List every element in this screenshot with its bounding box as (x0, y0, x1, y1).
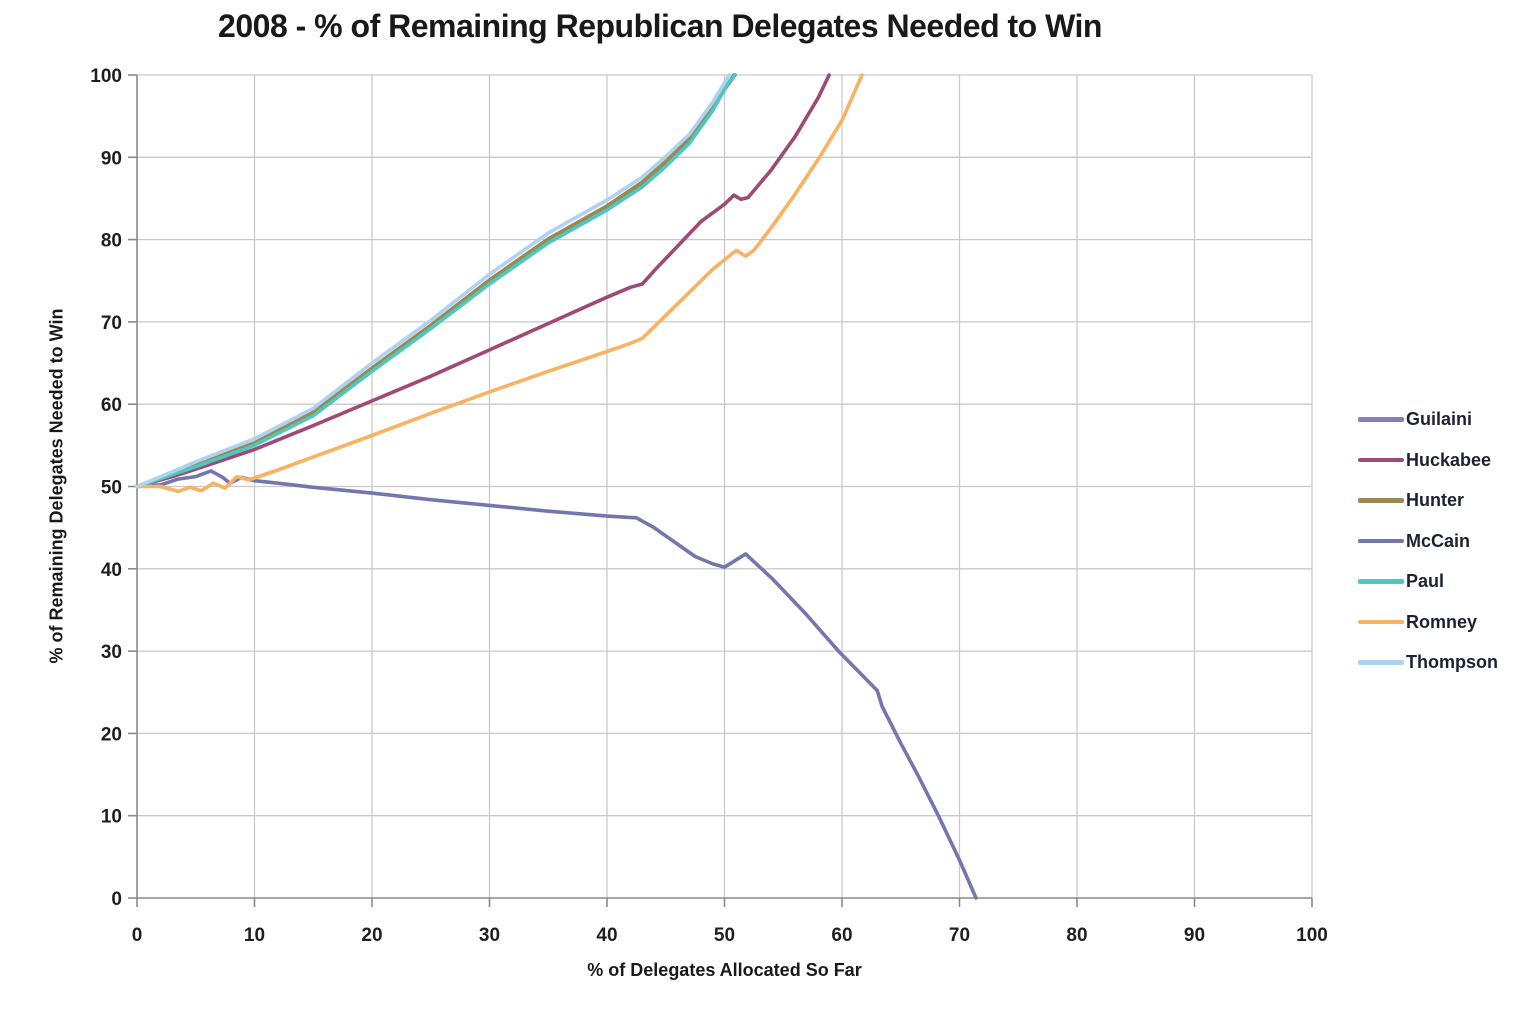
legend-item-paul: Paul (1358, 561, 1498, 602)
y-tick-label: 30 (101, 642, 122, 663)
legend: Guilaini Huckabee Hunter McCain Paul Romney Th… (1358, 399, 1498, 683)
legend-item-hunter: Hunter (1358, 480, 1498, 521)
legend-label: Paul (1406, 571, 1445, 592)
x-tick-label: 100 (1296, 925, 1328, 946)
series-line-paul (135, 73, 737, 489)
series-line-thompson (135, 73, 731, 489)
y-tick-label: 20 (101, 724, 122, 745)
legend-swatch-thompson (1358, 660, 1404, 665)
legend-swatch-paul (1358, 579, 1404, 584)
y-tick-label: 80 (101, 231, 122, 252)
y-tick-label: 0 (111, 889, 122, 910)
series-line-mccain (135, 469, 978, 900)
x-axis-title: % of Delegates Allocated So Far (587, 960, 862, 980)
legend-swatch-romney (1358, 619, 1404, 624)
legend-item-huckabee: Huckabee (1358, 440, 1498, 481)
x-tick-label: 80 (1066, 925, 1087, 946)
chart-title: 2008 - % of Remaining Republican Delegat… (218, 8, 1102, 44)
x-tick-label: 70 (949, 925, 970, 946)
x-tick-label: 40 (596, 925, 617, 946)
legend-label: McCain (1406, 530, 1471, 551)
legend-swatch-mccain (1358, 538, 1404, 543)
y-tick-label: 50 (101, 478, 122, 499)
x-tick-label: 20 (361, 925, 382, 946)
y-tick-label: 90 (101, 148, 122, 169)
legend-swatch-huckabee (1358, 457, 1404, 462)
legend-item-mccain: McCain (1358, 521, 1498, 562)
y-tick-label: 70 (101, 313, 122, 334)
x-tick-label: 50 (714, 925, 735, 946)
legend-label: Huckabee (1406, 449, 1492, 470)
legend-swatch-guilaini (1358, 417, 1404, 422)
y-tick-label: 60 (101, 395, 122, 416)
legend-item-guilaini: Guilaini (1358, 399, 1498, 440)
series-line-hunter (135, 73, 737, 489)
legend-label: Hunter (1406, 490, 1464, 511)
legend-swatch-hunter (1358, 498, 1404, 503)
y-tick-label: 40 (101, 560, 122, 581)
legend-label: Romney (1406, 611, 1478, 632)
y-tick-label: 100 (90, 66, 122, 87)
x-tick-label: 10 (244, 925, 265, 946)
x-tick-label: 60 (831, 925, 852, 946)
x-tick-label: 90 (1184, 925, 1205, 946)
y-tick-label: 10 (101, 807, 122, 828)
x-tick-label: 30 (479, 925, 500, 946)
legend-item-thompson: Thompson (1358, 642, 1498, 683)
legend-label: Thompson (1406, 652, 1498, 673)
legend-item-romney: Romney (1358, 602, 1498, 643)
legend-label: Guilaini (1406, 409, 1473, 430)
series-line-huckabee (135, 73, 831, 489)
series-line-romney (135, 73, 864, 494)
x-tick-label: 0 (132, 925, 143, 946)
